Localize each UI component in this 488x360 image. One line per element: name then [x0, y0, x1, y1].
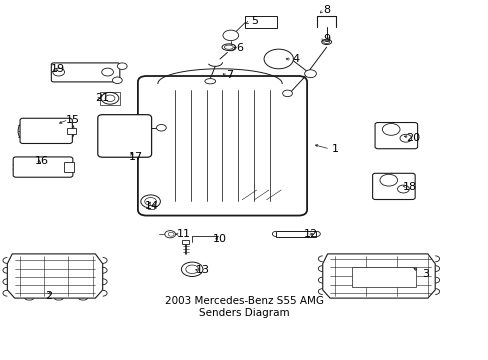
Text: 7: 7 — [226, 70, 233, 80]
Text: 16: 16 — [35, 156, 48, 166]
FancyBboxPatch shape — [374, 122, 417, 149]
Text: 4: 4 — [292, 54, 299, 64]
Text: 11: 11 — [176, 229, 190, 239]
Circle shape — [382, 123, 399, 135]
Circle shape — [101, 93, 119, 104]
Circle shape — [144, 198, 156, 206]
Text: 12: 12 — [303, 229, 317, 239]
Circle shape — [105, 95, 115, 102]
Bar — [276, 231, 316, 237]
Bar — [147, 206, 153, 209]
Text: 20: 20 — [406, 132, 419, 143]
FancyBboxPatch shape — [138, 76, 306, 216]
Circle shape — [379, 174, 397, 186]
Text: 18: 18 — [402, 182, 416, 192]
FancyBboxPatch shape — [13, 157, 73, 177]
Polygon shape — [322, 254, 434, 298]
Text: 13: 13 — [196, 265, 209, 275]
Circle shape — [156, 125, 166, 131]
Circle shape — [53, 68, 64, 76]
Polygon shape — [7, 254, 102, 298]
FancyBboxPatch shape — [51, 63, 120, 82]
Bar — [100, 92, 120, 105]
Text: 9: 9 — [323, 34, 329, 44]
Text: 19: 19 — [51, 64, 64, 74]
FancyBboxPatch shape — [20, 118, 72, 144]
Text: 15: 15 — [65, 114, 79, 125]
Circle shape — [112, 77, 122, 84]
Text: 5: 5 — [250, 16, 257, 26]
Circle shape — [168, 232, 174, 236]
Circle shape — [399, 134, 411, 142]
Text: 14: 14 — [144, 201, 158, 211]
FancyBboxPatch shape — [372, 173, 414, 199]
Text: 2003 Mercedes-Benz S55 AMG
Senders Diagram: 2003 Mercedes-Benz S55 AMG Senders Diagr… — [164, 296, 324, 318]
Ellipse shape — [204, 78, 215, 84]
FancyBboxPatch shape — [98, 114, 151, 157]
Text: 8: 8 — [323, 5, 329, 15]
Text: 2: 2 — [45, 292, 52, 301]
Text: 1: 1 — [331, 144, 338, 154]
Text: 10: 10 — [213, 234, 226, 244]
Circle shape — [225, 44, 235, 51]
Bar — [182, 240, 189, 244]
Text: 21: 21 — [95, 93, 108, 103]
Bar — [63, 162, 74, 172]
Circle shape — [164, 231, 175, 238]
Text: 6: 6 — [236, 42, 243, 53]
Text: 17: 17 — [129, 152, 142, 162]
Text: 3: 3 — [421, 269, 428, 279]
Circle shape — [397, 185, 408, 193]
Ellipse shape — [323, 40, 329, 44]
Circle shape — [141, 195, 160, 208]
Bar — [351, 267, 415, 287]
Ellipse shape — [224, 45, 233, 49]
Circle shape — [185, 265, 198, 274]
Circle shape — [304, 70, 316, 78]
Ellipse shape — [321, 39, 331, 45]
Circle shape — [117, 63, 127, 69]
Bar — [245, 16, 277, 28]
Ellipse shape — [222, 44, 235, 50]
Circle shape — [181, 262, 203, 276]
Circle shape — [102, 68, 113, 76]
Bar — [67, 128, 76, 134]
Circle shape — [264, 49, 293, 69]
Circle shape — [223, 30, 238, 41]
Circle shape — [282, 90, 292, 96]
